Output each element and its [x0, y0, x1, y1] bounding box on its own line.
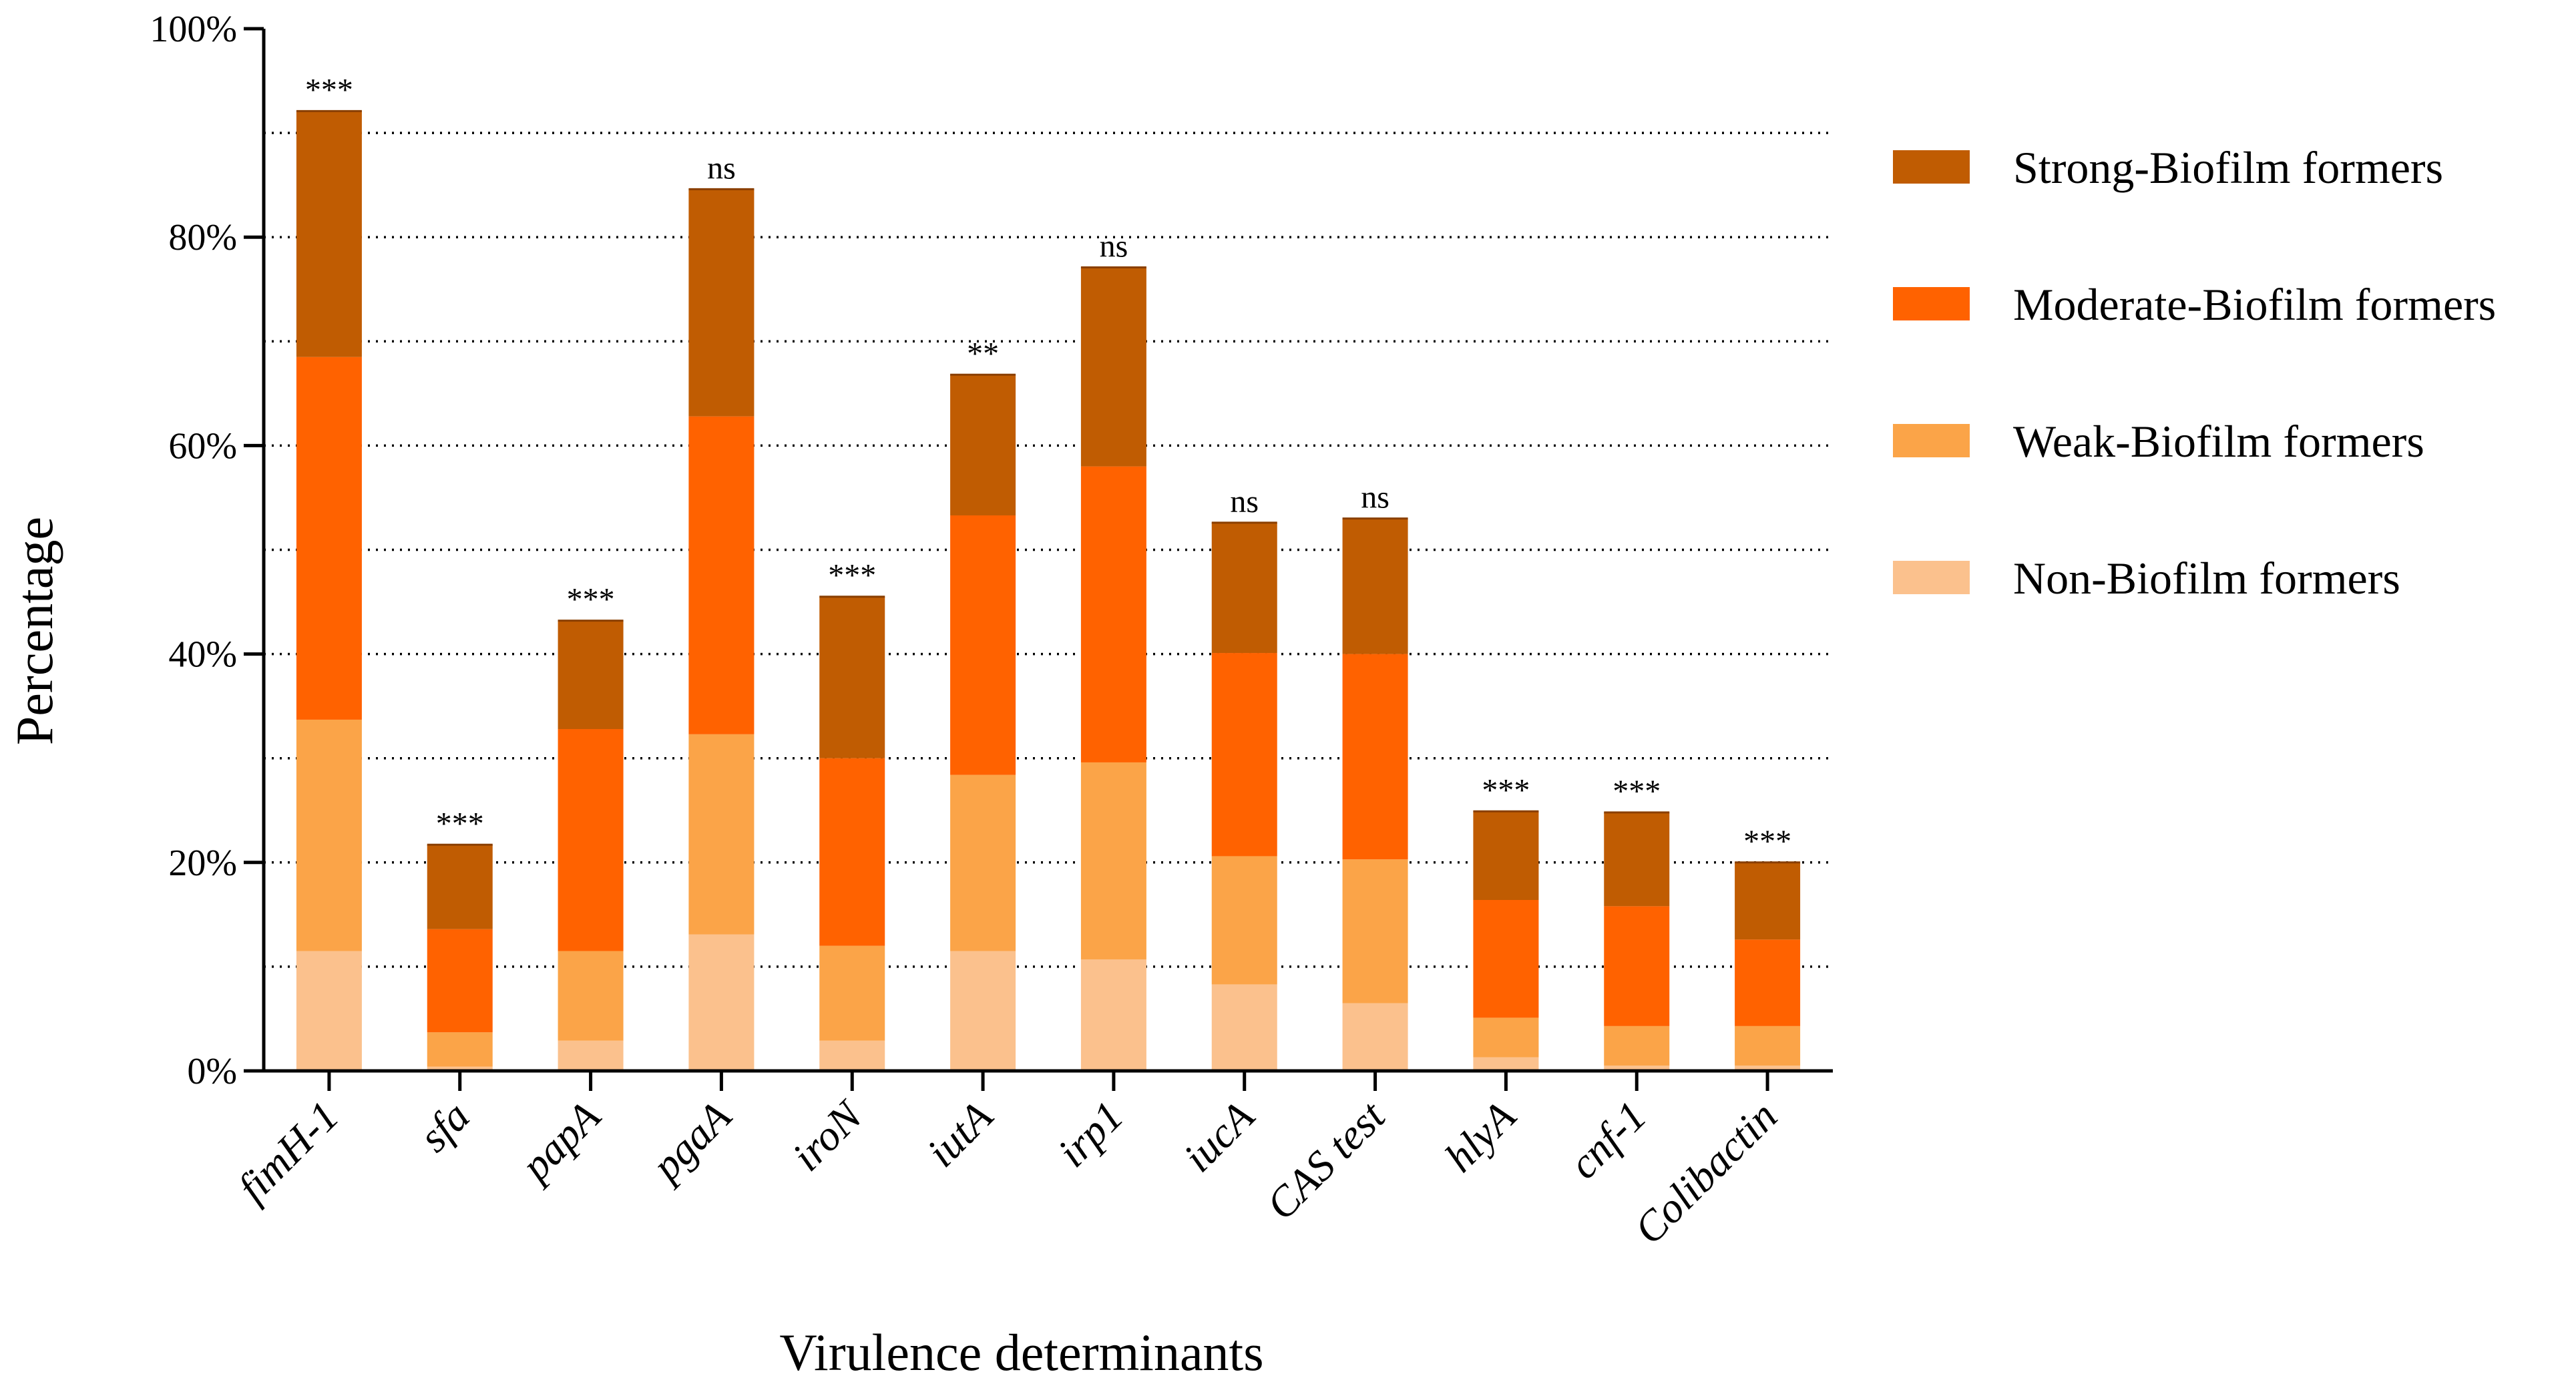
- x-axis-title: Virulence determinants: [779, 1323, 1263, 1381]
- y-tick-label: 40%: [168, 634, 237, 676]
- legend-swatch: [1893, 287, 1970, 320]
- bar-segment: [819, 1040, 885, 1071]
- x-tick-label: iutA: [917, 1092, 1002, 1176]
- bar-segment: [1080, 267, 1146, 467]
- bar-segment: [558, 620, 624, 729]
- bar-segment: [1080, 959, 1146, 1071]
- bar-segment: [1473, 899, 1539, 1018]
- bar-segment: [1735, 939, 1801, 1026]
- x-tick-label: pgaA: [641, 1092, 740, 1191]
- significance-label: ***: [1613, 774, 1661, 809]
- bar-segment: [1473, 1017, 1539, 1058]
- bar-segment: [1735, 1025, 1801, 1066]
- significance-label: ns: [1230, 484, 1259, 519]
- x-tick-label: irp1: [1048, 1092, 1132, 1176]
- bar-segment: [1211, 856, 1277, 985]
- bar-segment: [296, 951, 362, 1071]
- x-tick-label: papA: [510, 1092, 610, 1191]
- legend-label: Non-Biofilm formers: [2013, 553, 2400, 604]
- y-tick-label: 60%: [168, 425, 237, 467]
- bar-segment: [1342, 518, 1408, 654]
- significance-label: ***: [436, 806, 484, 841]
- x-tick-label: CAS test: [1257, 1091, 1395, 1228]
- x-tick-label: fimH-1: [228, 1092, 347, 1211]
- bar-segment: [688, 189, 755, 417]
- bar-segment: [819, 596, 885, 758]
- bar-segment: [1342, 1003, 1408, 1071]
- bar-segment: [427, 929, 493, 1033]
- significance-label: ***: [567, 582, 615, 618]
- bar-segment: [819, 758, 885, 946]
- bar-segment: [1342, 654, 1408, 860]
- bar-segment: [1473, 811, 1539, 900]
- bar-segment: [558, 728, 624, 951]
- bar-segment: [427, 1066, 493, 1071]
- bar-segment: [1342, 859, 1408, 1003]
- legend-swatch: [1893, 424, 1970, 457]
- axes: [262, 29, 1833, 1073]
- bar-segment: [1080, 762, 1146, 959]
- x-tick-label: iucA: [1174, 1092, 1264, 1181]
- bar-segment: [1604, 1066, 1670, 1071]
- significance-label: ***: [828, 558, 876, 594]
- y-ticks: 0% 20% 40% 60% 80% 100%: [150, 9, 264, 1092]
- legend-label: Weak-Biofilm formers: [2013, 416, 2424, 467]
- legend: Strong-Biofilm formers Moderate-Biofilm f…: [1893, 142, 2496, 604]
- bar-segment: [950, 951, 1016, 1071]
- bar-segment: [1473, 1057, 1539, 1071]
- x-tick-label: hlyA: [1436, 1092, 1525, 1181]
- bar-segment: [688, 416, 755, 734]
- significance-label: ***: [305, 72, 353, 107]
- bar-segment: [427, 1032, 493, 1067]
- x-tick-label: sfa: [410, 1092, 479, 1161]
- bar-segment: [819, 945, 885, 1041]
- x-tick-label: iroN: [783, 1090, 873, 1180]
- bar-segment: [1604, 1025, 1670, 1066]
- bar-segment: [558, 1040, 624, 1071]
- bar-segment: [688, 934, 755, 1071]
- bar-segment: [1211, 522, 1277, 654]
- bar-segment: [1735, 862, 1801, 940]
- significance-label: ns: [1361, 480, 1389, 515]
- x-tick-label: Colibactin: [1625, 1092, 1786, 1253]
- significance-label: ns: [707, 150, 736, 186]
- gridlines: [264, 132, 1833, 968]
- bar-segment: [296, 357, 362, 720]
- y-tick-label: 100%: [150, 9, 237, 50]
- y-tick-label: 80%: [168, 217, 237, 258]
- significance-label: **: [967, 336, 999, 371]
- y-tick-label: 20%: [168, 843, 237, 884]
- bar-segment: [950, 375, 1016, 515]
- significance-label: ***: [1482, 772, 1530, 808]
- bar-segment: [296, 111, 362, 357]
- y-tick-label: 0%: [187, 1051, 237, 1092]
- bar-segment: [427, 845, 493, 929]
- bar-segment: [688, 734, 755, 935]
- bar-segment: [1735, 1066, 1801, 1071]
- bar-segment: [1604, 906, 1670, 1026]
- bars: [296, 109, 1801, 1071]
- bar-segment: [1604, 812, 1670, 907]
- bar-segment: [1080, 466, 1146, 762]
- bar-segment: [1211, 653, 1277, 857]
- legend-label: Strong-Biofilm formers: [2013, 142, 2443, 193]
- significance-label: ns: [1100, 228, 1128, 264]
- legend-label: Moderate-Biofilm formers: [2013, 279, 2496, 330]
- bar-segment: [950, 774, 1016, 951]
- bar-segment: [1211, 984, 1277, 1071]
- significance-label: ***: [1743, 824, 1791, 859]
- y-axis-title: Percentage: [5, 517, 63, 745]
- x-tick-label: cnf-1: [1560, 1092, 1655, 1188]
- bar-segment: [950, 515, 1016, 775]
- legend-swatch: [1893, 150, 1970, 184]
- legend-swatch: [1893, 561, 1970, 594]
- bar-segment: [296, 719, 362, 951]
- bar-segment: [558, 951, 624, 1041]
